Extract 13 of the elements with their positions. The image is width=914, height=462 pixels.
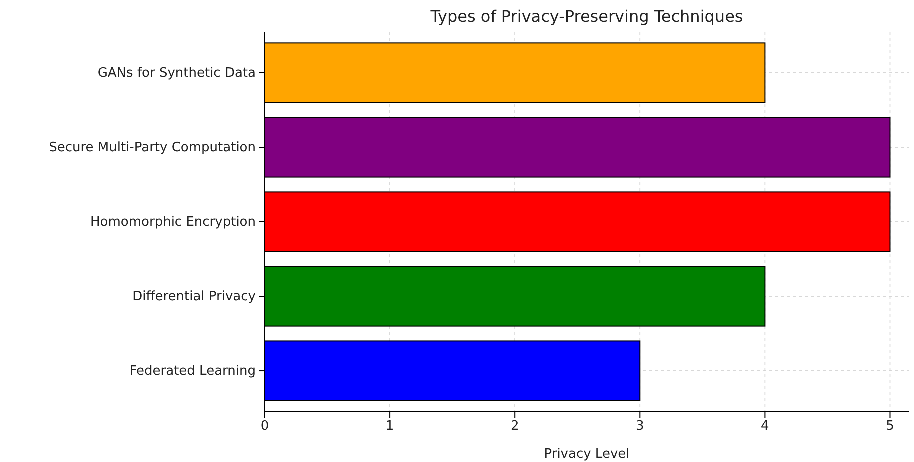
x-tick-label: 4 [761, 419, 770, 434]
y-tick-label: Homomorphic Encryption [90, 215, 256, 230]
y-tick-label: Federated Learning [130, 364, 256, 380]
x-tick-label: 3 [636, 419, 644, 434]
x-tick-label: 1 [386, 419, 394, 434]
y-tick-label: GANs for Synthetic Data [98, 66, 256, 82]
x-tick-label: 5 [886, 419, 894, 434]
x-axis-title: Privacy Level [544, 447, 630, 462]
y-tick-label: Secure Multi-Party Computation [49, 140, 256, 156]
x-tick-label: 0 [260, 419, 270, 434]
x-tick-label: 2 [510, 419, 520, 434]
chart-title: Types of Privacy-Preserving Techniques [430, 7, 744, 26]
y-tick-label: Differential Privacy [132, 290, 256, 305]
